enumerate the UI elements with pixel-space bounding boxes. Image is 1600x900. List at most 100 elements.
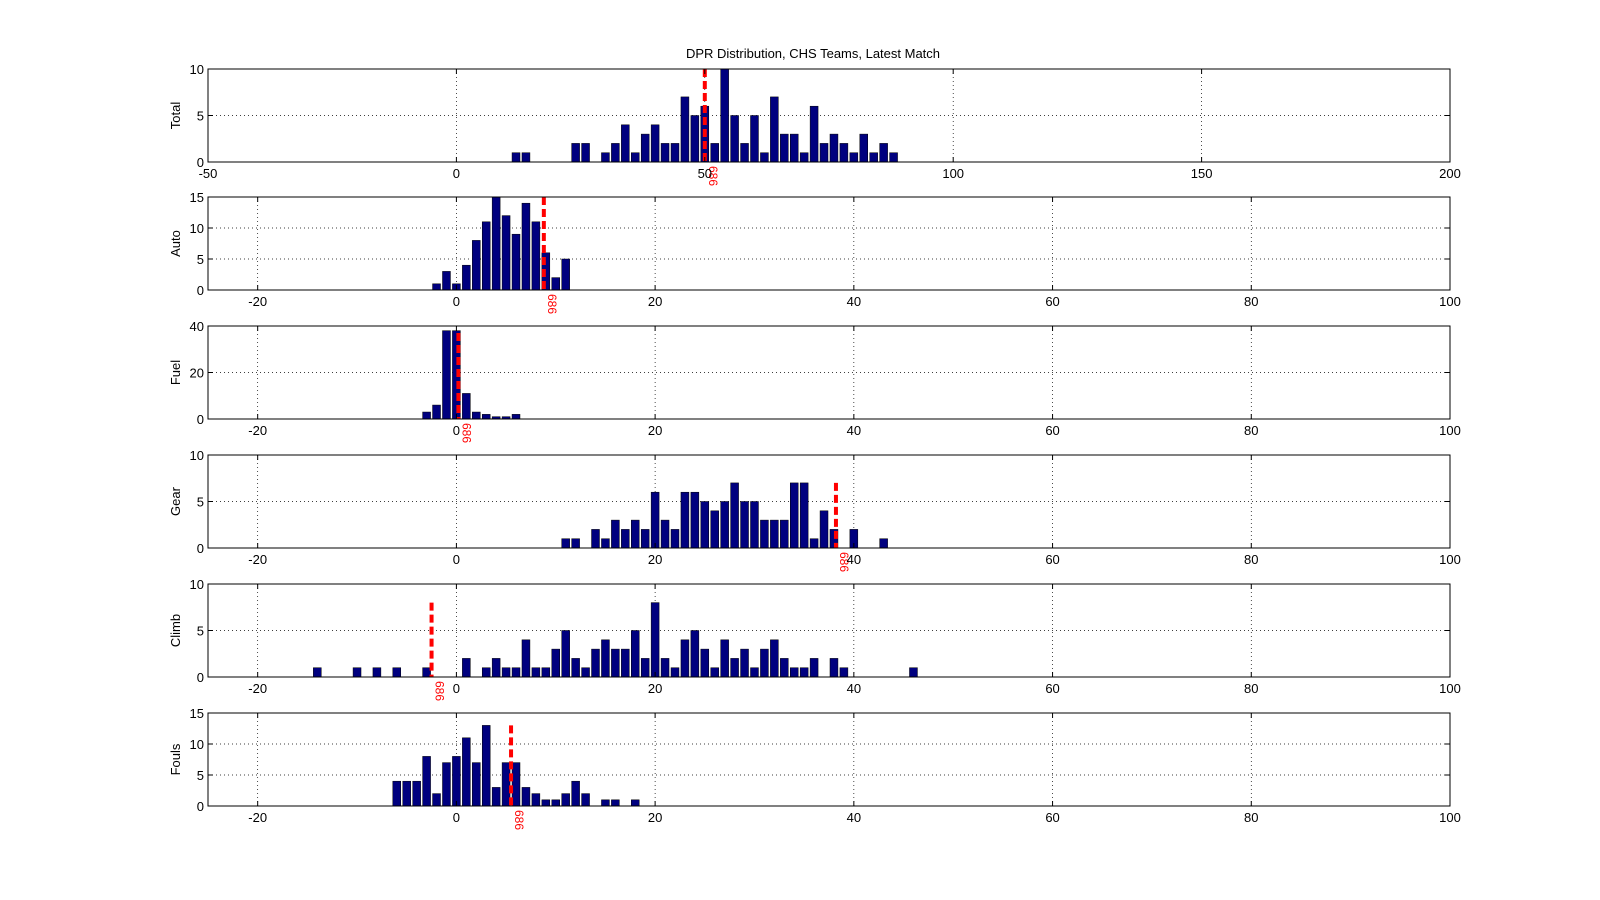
histogram-bar [809,538,819,549]
x-tick-label: 20 [648,681,662,696]
histogram-bar [392,667,402,678]
team-marker-label: 686 [459,423,473,443]
histogram-bar [442,762,451,807]
x-tick-label: 100 [1439,294,1461,309]
histogram-bar [849,152,859,163]
histogram-bar [760,519,769,549]
histogram-bar [909,667,918,678]
x-tick-label: 20 [648,423,662,438]
histogram-bar [491,196,501,291]
x-tick-label: 20 [648,810,662,825]
histogram-bar [809,658,819,678]
histogram-bar [670,667,680,678]
x-tick-label: 200 [1439,166,1461,181]
histogram-bar [780,133,789,163]
histogram-bar [481,221,491,291]
histogram-bar [869,152,878,163]
x-tick-label: -20 [248,681,267,696]
y-tick-label: 5 [197,768,204,783]
team-marker-label: 686 [433,681,447,701]
histogram-bar [740,648,749,678]
histogram-bar [631,152,640,163]
y-tick-label: 10 [190,577,204,592]
histogram-bar [640,529,650,549]
figure-title: DPR Distribution, CHS Teams, Latest Matc… [686,46,940,61]
histogram-bar [591,648,600,678]
histogram-bar [561,630,570,678]
histogram-bar [710,510,719,549]
x-tick-label: 60 [1045,681,1059,696]
x-tick-label: 100 [942,166,964,181]
x-tick-label: 60 [1045,294,1059,309]
histogram-bar [442,271,451,291]
histogram-bar [631,799,640,807]
histogram-bar [819,510,829,549]
x-tick-label: 40 [847,294,861,309]
histogram-bar [611,648,620,678]
histogram-bar [799,482,809,549]
histogram-bar [889,152,898,163]
x-tick-label: 0 [453,423,460,438]
histogram-bar [631,630,640,678]
histogram-bar [700,501,710,549]
subplot-gear: 686 -20 0 20 40 60 80 100 0 5 10 Gear [168,448,1461,572]
y-tick-label: 0 [197,670,204,685]
histogram-bar [809,105,819,163]
histogram-bar [481,725,491,807]
histogram-bar [561,258,570,291]
histogram-bar [660,519,670,549]
histogram-bar [720,639,729,678]
x-tick-label: 50 [698,166,712,181]
histogram-bar [442,330,451,420]
histogram-bar [640,658,650,678]
histogram-bar [611,799,620,807]
y-tick-label: 5 [197,624,204,639]
histogram-bar [541,799,551,807]
histogram-bar [511,667,521,678]
x-tick-label: 60 [1045,552,1059,567]
histogram-bar [780,658,789,678]
y-tick-label: 40 [190,319,204,334]
histogram-bar [670,529,680,549]
histogram-bar [511,152,521,163]
histogram-bar [531,793,541,807]
histogram-bar [422,756,431,807]
histogram-bar [531,221,541,291]
histogram-bar [462,658,471,678]
histogram-bar [472,411,481,420]
x-tick-label: 80 [1244,681,1258,696]
histogram-bar [770,519,779,549]
x-tick-label: 20 [648,552,662,567]
histogram-bar [740,501,749,549]
histogram-bar [551,277,560,291]
histogram-bar [690,115,700,163]
team-marker-label: 686 [706,166,720,186]
histogram-bar [720,68,729,163]
histogram-bar [760,152,769,163]
subplot-fuel: 686 -20 0 20 40 60 80 100 0 20 40 Fuel [168,319,1461,443]
histogram-bar [481,667,491,678]
histogram-bar [720,501,729,549]
histogram-bar [621,124,630,163]
histogram-bar [730,115,739,163]
histogram-bar [571,780,580,807]
subplot-fuel-ylabel: Fuel [168,360,183,385]
histogram-bar [650,602,660,678]
x-tick-label: 20 [648,294,662,309]
histogram-bar [462,264,471,291]
histogram-bar [710,667,719,678]
histogram-bar [799,667,809,678]
histogram-bar [501,215,511,291]
x-tick-label: 0 [453,166,460,181]
y-tick-label: 10 [190,221,204,236]
x-tick-label: 60 [1045,423,1059,438]
histogram-bar [541,667,551,678]
histogram-bar [640,133,650,163]
y-tick-label: 0 [197,541,204,556]
histogram-bar [491,658,501,678]
histogram-bar [511,414,521,420]
x-tick-label: 80 [1244,552,1258,567]
histogram-bar [531,667,541,678]
